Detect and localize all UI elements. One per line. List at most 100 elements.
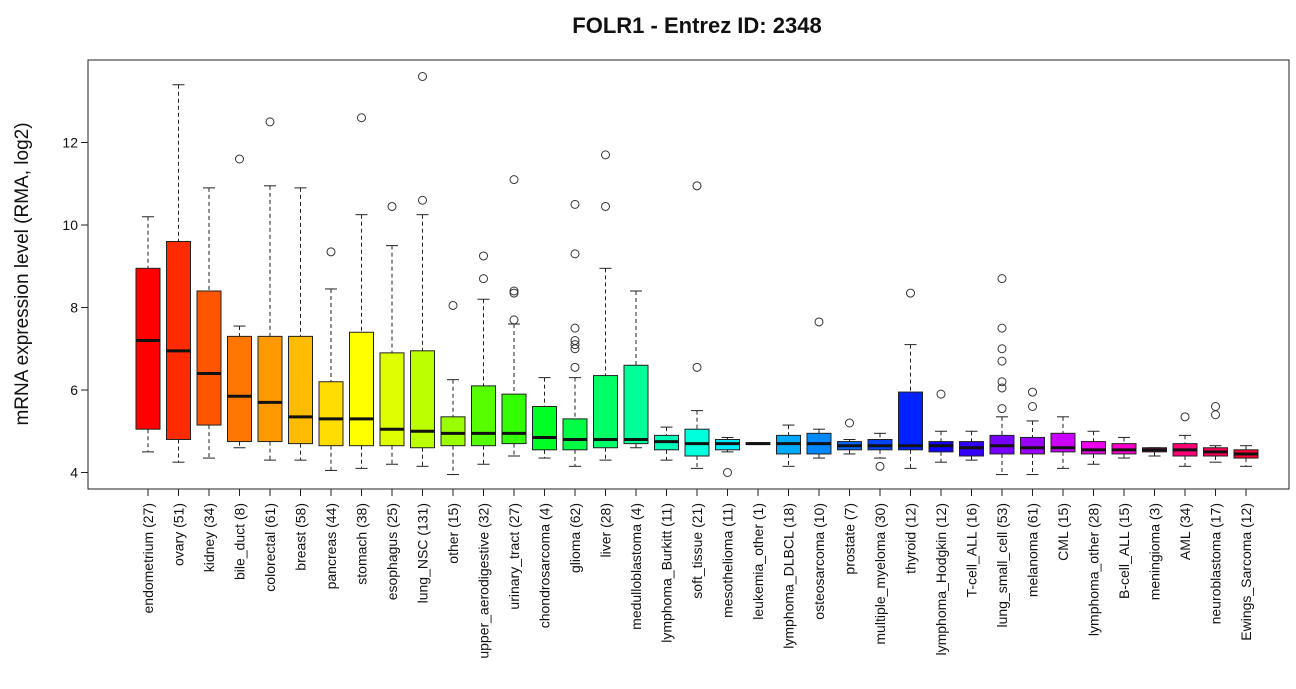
box-group: [1081, 430, 1106, 465]
box-group: [654, 426, 679, 461]
outlier-point: [692, 362, 702, 372]
outlier-point: [570, 340, 580, 350]
outlier-point: [509, 315, 519, 325]
outlier-point: [845, 418, 854, 428]
box-group: [410, 72, 435, 467]
x-tick-label: lymphoma_other (28): [1086, 503, 1102, 636]
box-group: [959, 430, 984, 461]
box-group: [288, 187, 313, 461]
box-group: [501, 175, 527, 457]
box: [379, 352, 405, 447]
x-tick-label: lymphoma_Burkitt (11): [659, 503, 675, 643]
box-group: [379, 201, 405, 465]
box: [227, 335, 252, 443]
box: [196, 290, 222, 426]
y-tick-label: 4: [70, 465, 78, 481]
x-tick-label: pancreas (44): [323, 503, 339, 589]
outlier-point: [814, 317, 824, 327]
x-tick-label: kidney (34): [201, 503, 217, 572]
outlier-point: [997, 377, 1007, 387]
y-tick-label: 8: [70, 300, 78, 316]
box-group: [776, 424, 801, 467]
outlier-point: [418, 195, 427, 205]
outlier-point: [326, 247, 336, 257]
outlier-point: [265, 117, 275, 127]
x-tick-label: stomach (38): [354, 503, 370, 585]
box-group: [715, 436, 740, 477]
box: [501, 393, 527, 445]
outlier-point: [509, 286, 519, 296]
box: [532, 406, 557, 451]
outlier-point: [1211, 410, 1220, 420]
box: [288, 335, 313, 445]
box-group: [1203, 402, 1228, 463]
box: [440, 416, 466, 447]
box-group: [318, 247, 344, 471]
outlier-point: [997, 274, 1007, 284]
box-group: [1142, 447, 1167, 457]
outlier-point: [570, 344, 580, 354]
x-tick-label: upper_aerodigestive (32): [476, 503, 492, 659]
box-group: [562, 199, 588, 467]
box-group: [806, 317, 832, 459]
box-group: [532, 377, 557, 459]
x-tick-label: chondrosarcoma (4): [537, 503, 553, 628]
outlier-point: [357, 113, 366, 123]
box: [471, 385, 496, 447]
boxes: [135, 72, 1259, 477]
outlier-point: [997, 323, 1007, 333]
box: [135, 267, 161, 430]
x-tick-label: thyroid (12): [903, 503, 919, 574]
outlier-point: [479, 274, 488, 284]
outlier-point: [601, 201, 610, 211]
outlier-point: [418, 72, 427, 81]
box-group: [1233, 445, 1259, 467]
box: [166, 241, 191, 440]
x-tick-label: urinary_tract (27): [506, 503, 522, 610]
outlier-point: [387, 201, 397, 211]
box-group: [1172, 412, 1198, 467]
x-tick-label: Ewings_Sarcoma (12): [1238, 503, 1254, 641]
x-tick-label: CML (15): [1055, 503, 1071, 561]
outlier-point: [570, 362, 580, 372]
x-tick-label: endometrium (27): [140, 503, 156, 614]
box-group: [349, 113, 374, 469]
outlier-point: [936, 389, 946, 399]
x-tick-label: liver (28): [598, 503, 614, 557]
box-group: [257, 117, 283, 461]
x-tick-label: mesothelioma (11): [720, 503, 736, 618]
outlier-point: [1211, 402, 1220, 411]
y-axis: 4 6 8 10 12: [62, 135, 88, 481]
x-tick-label: ovary (51): [171, 503, 187, 566]
box: [1081, 441, 1106, 455]
box-group: [196, 187, 222, 459]
outlier-point: [570, 199, 580, 209]
x-tick-label: T-cell_ALL (16): [964, 503, 980, 597]
box-group: [928, 389, 954, 463]
box-group: [837, 418, 862, 455]
box-group: [684, 181, 710, 469]
box-group: [989, 274, 1015, 476]
x-tick-label: soft_tissue (21): [689, 503, 705, 599]
x-tick-label: lung_small_cell (53): [994, 503, 1010, 628]
outlier-point: [723, 468, 732, 477]
box-group: [745, 442, 771, 446]
box: [349, 331, 374, 447]
y-tick-label: 6: [70, 382, 78, 398]
box: [410, 350, 435, 449]
box-group: [593, 150, 618, 461]
x-tick-label: other (15): [445, 503, 461, 564]
outlier-point: [1180, 412, 1190, 422]
y-tick-label: 12: [62, 135, 78, 151]
outlier-point: [509, 175, 519, 185]
outlier-point: [509, 288, 519, 298]
x-tick-label: lymphoma_DLBCL (18): [781, 503, 797, 649]
x-tick-label: leukemia_other (1): [750, 503, 766, 620]
box-group: [471, 251, 496, 465]
box: [562, 418, 588, 451]
box: [1020, 436, 1045, 455]
x-tick-label: B-cell_ALL (15): [1116, 503, 1132, 599]
box-group: [898, 288, 923, 469]
box-group: [135, 216, 161, 453]
